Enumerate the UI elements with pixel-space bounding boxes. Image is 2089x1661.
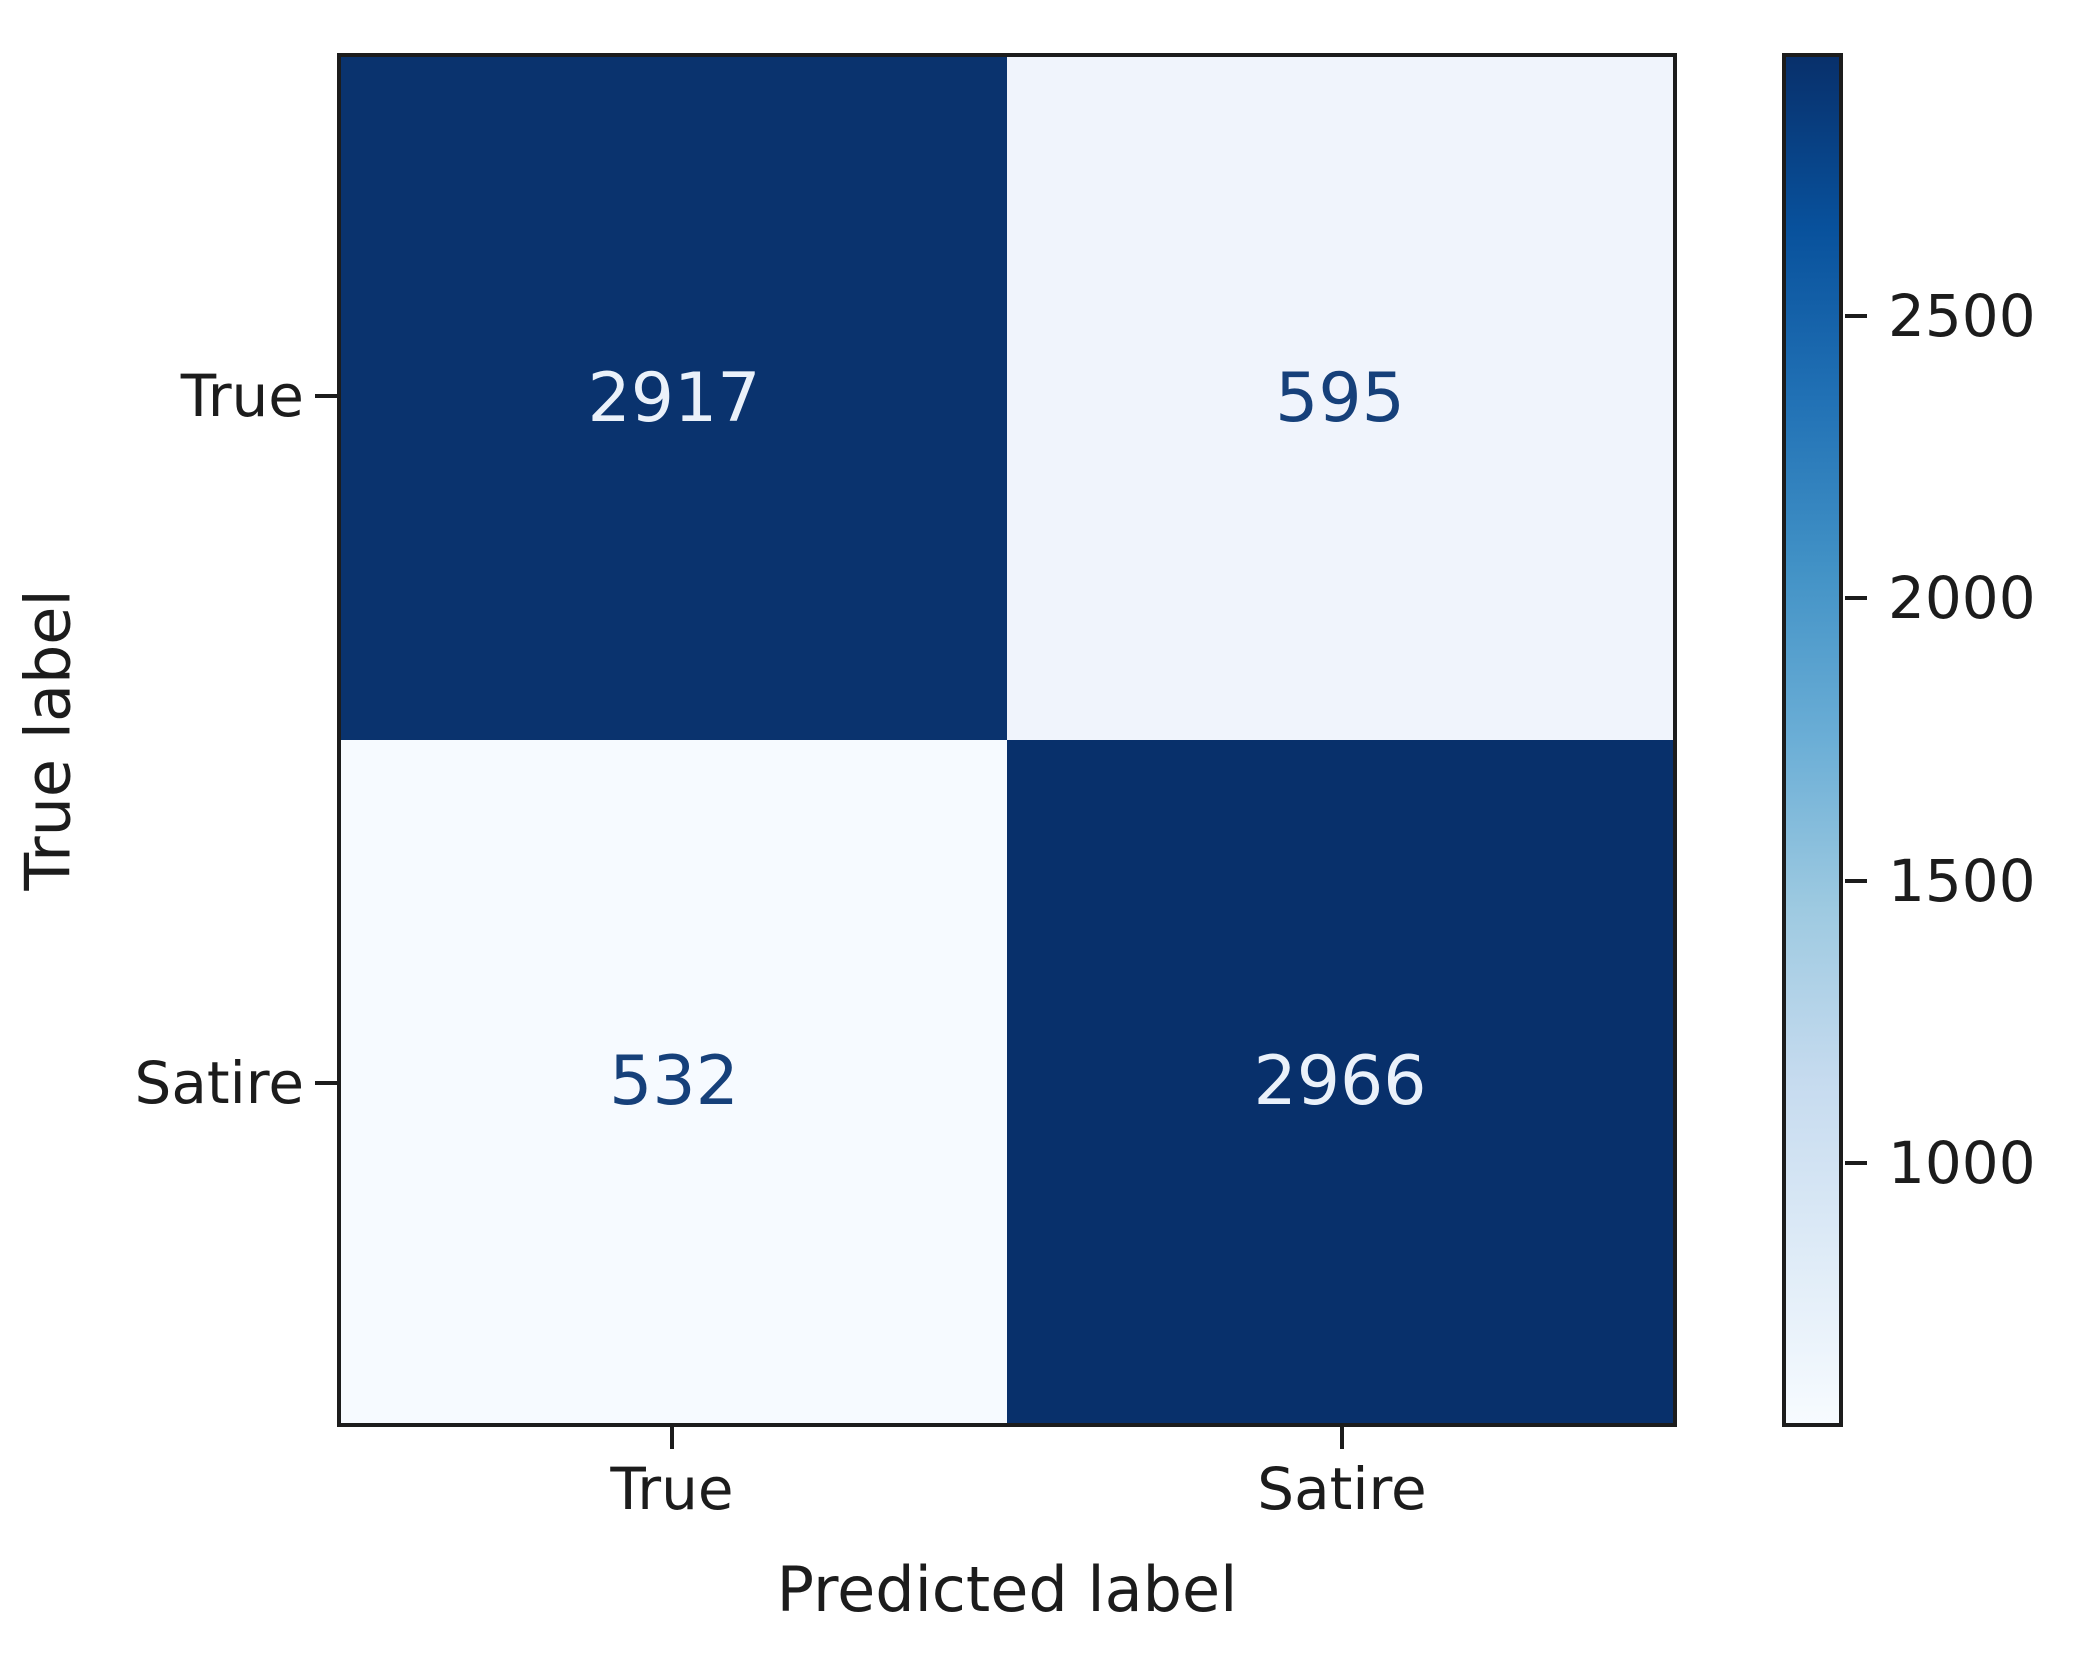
x-tick-mark-satire [1340,1427,1344,1449]
y-tick-mark-satire [315,1081,337,1085]
y-axis-title: True label [11,589,85,891]
x-axis-title: Predicted label [776,1553,1238,1626]
cell-satire-satire: 2966 [1007,740,1673,1423]
x-tick-label-satire: Satire [1257,1455,1427,1523]
y-tick-mark-true [315,394,337,398]
cell-true-true: 2917 [341,57,1007,740]
cell-true-satire: 595 [1007,57,1673,740]
colorbar-tick-mark-2000 [1845,596,1867,600]
colorbar-tick-label-1500: 1500 [1888,847,2036,915]
x-tick-label-true: True [610,1455,734,1523]
y-tick-label-satire: Satire [134,1049,304,1117]
cell-satire-true: 532 [341,740,1007,1423]
colorbar-tick-mark-2500 [1845,314,1867,318]
colorbar [1782,53,1843,1427]
y-tick-label-true: True [180,362,304,430]
colorbar-tick-mark-1000 [1845,1161,1867,1165]
colorbar-tick-mark-1500 [1845,879,1867,883]
colorbar-tick-label-2000: 2000 [1888,564,2036,632]
x-tick-mark-true [670,1427,674,1449]
colorbar-tick-label-1000: 1000 [1888,1129,2036,1197]
colorbar-tick-label-2500: 2500 [1888,282,2036,350]
heatmap-plot-area: 2917 595 532 2966 [337,53,1677,1427]
